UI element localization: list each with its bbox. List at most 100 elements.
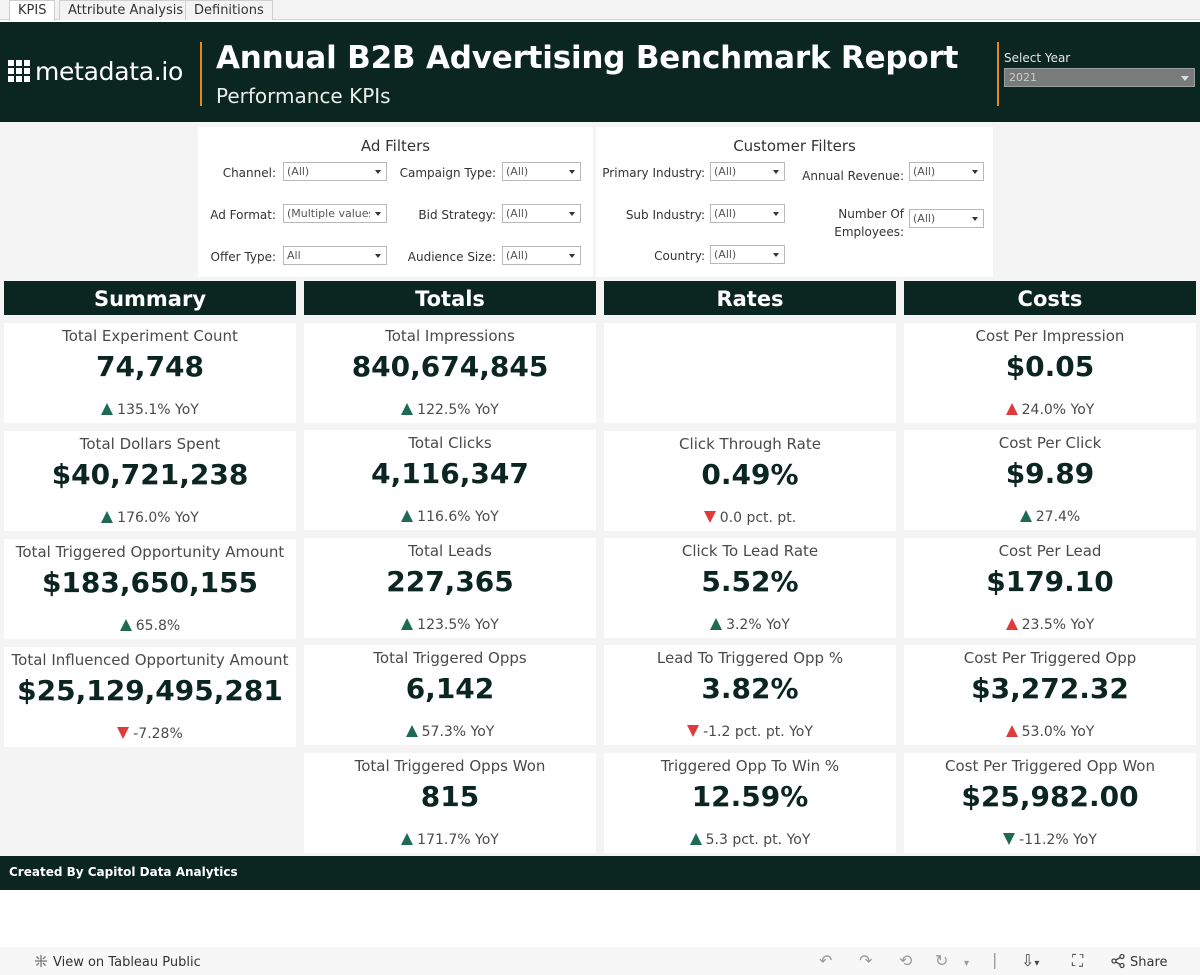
offer-type-filter[interactable]: All xyxy=(283,246,387,265)
kpi-card-cost-per-lead: Cost Per Lead $179.10 23.5% YoY xyxy=(904,538,1196,638)
kpi-delta-text: 65.8% xyxy=(135,618,181,634)
refresh-menu-chevron-icon[interactable]: ▾ xyxy=(964,958,970,969)
triangle-up-icon xyxy=(101,403,114,415)
share-icon xyxy=(1111,953,1125,969)
primary-industry-filter[interactable]: (All) xyxy=(710,162,785,181)
ad-format-filter[interactable]: (Multiple values) xyxy=(283,204,387,223)
view-on-tableau-public-link[interactable]: View on Tableau Public xyxy=(33,953,201,970)
kpi-value: 4,116,347 xyxy=(371,457,529,490)
kpi-label: Total Triggered Opps xyxy=(373,649,527,667)
summary-header: Summary xyxy=(4,281,296,315)
kpi-delta-text: 123.5% YoY xyxy=(417,617,499,633)
chevron-down-icon xyxy=(1181,76,1189,81)
kpi-delta: 116.6% YoY xyxy=(304,509,596,525)
triangle-up-icon xyxy=(1005,403,1018,415)
kpi-delta: 176.0% YoY xyxy=(4,510,296,526)
kpi-delta-text: 176.0% YoY xyxy=(117,510,199,526)
audience-size-filter[interactable]: (All) xyxy=(502,246,581,265)
triangle-up-icon xyxy=(119,619,132,631)
report-header: metadata.io Annual B2B Advertising Bench… xyxy=(0,22,1200,122)
tableau-icon xyxy=(35,955,47,967)
annual-revenue-filter[interactable]: (All) xyxy=(909,162,984,181)
chevron-down-icon xyxy=(375,170,381,174)
country-filter[interactable]: (All) xyxy=(710,245,785,264)
kpi-delta-text: -1.2 pct. pt. YoY xyxy=(703,724,813,740)
year-divider xyxy=(997,42,999,106)
chevron-down-icon xyxy=(972,170,978,174)
campaign-type-label: Campaign Type: xyxy=(399,166,496,180)
kpi-delta: 0.0 pct. pt. xyxy=(604,510,896,526)
bid-strategy-filter[interactable]: (All) xyxy=(502,204,581,223)
kpi-delta: -1.2 pct. pt. YoY xyxy=(604,724,896,740)
kpi-label: Click To Lead Rate xyxy=(681,542,819,560)
kpi-delta-text: 135.1% YoY xyxy=(117,402,199,418)
offer-type-label: Offer Type: xyxy=(210,250,276,264)
chevron-down-icon xyxy=(773,170,779,174)
kpi-value: 12.59% xyxy=(691,780,809,813)
kpi-card-empty xyxy=(604,323,896,423)
year-select-value: 2021 xyxy=(1009,71,1037,84)
rates-header: Rates xyxy=(604,281,896,315)
employees-filter[interactable]: (All) xyxy=(909,209,984,228)
country-label: Country: xyxy=(654,249,705,263)
chevron-down-icon xyxy=(375,254,381,258)
tab-kpis[interactable]: KPIS xyxy=(9,0,56,21)
sub-industry-filter-value: (All) xyxy=(714,207,737,220)
revert-icon[interactable]: ⟲ xyxy=(899,951,913,970)
kpi-delta: 23.5% YoY xyxy=(904,617,1196,633)
kpi-value: 815 xyxy=(420,780,480,813)
annual-revenue-filter-value: (All) xyxy=(913,165,936,178)
country-filter-value: (All) xyxy=(714,248,737,261)
kpi-delta: 171.7% YoY xyxy=(304,832,596,848)
kpi-delta-text: 122.5% YoY xyxy=(417,402,499,418)
tab-attribute-analysis[interactable]: Attribute Analysis xyxy=(59,0,193,20)
dashboard-body: Ad Filters Channel: (All) Campaign Type:… xyxy=(0,122,1200,856)
kpi-value: 3.82% xyxy=(701,672,799,705)
share-label: Share xyxy=(1130,955,1168,970)
triangle-down-icon xyxy=(687,725,700,737)
page-subtitle: Performance KPIs xyxy=(216,84,391,108)
share-button[interactable]: Share xyxy=(1110,953,1168,970)
chevron-down-icon xyxy=(569,254,575,258)
primary-industry-filter-value: (All) xyxy=(714,165,737,178)
triangle-up-icon xyxy=(401,618,414,630)
fullscreen-icon[interactable]: ⛶ xyxy=(1072,951,1084,970)
kpi-card-triggered-opps: Total Triggered Opps 6,142 57.3% YoY xyxy=(304,645,596,745)
campaign-type-filter[interactable]: (All) xyxy=(502,162,581,181)
kpi-delta: 27.4% xyxy=(904,509,1196,525)
kpi-value: 227,365 xyxy=(386,565,514,598)
customer-filters-panel: Customer Filters Primary Industry: (All)… xyxy=(596,127,993,277)
kpi-delta: -11.2% YoY xyxy=(904,832,1196,848)
tableau-toolbar: View on Tableau Public ↶ ↷ ⟲ ↻ ▾ | ⇩▾ ⛶ … xyxy=(0,947,1200,975)
kpi-card-leads: Total Leads 227,365 123.5% YoY xyxy=(304,538,596,638)
download-icon[interactable]: ⇩▾ xyxy=(1021,951,1040,970)
undo-icon[interactable]: ↶ xyxy=(819,951,833,970)
refresh-icon[interactable]: ↻ xyxy=(935,951,949,970)
year-select[interactable]: 2021 xyxy=(1004,68,1195,87)
channel-filter[interactable]: (All) xyxy=(283,162,387,181)
redo-icon[interactable]: ↷ xyxy=(859,951,873,970)
chevron-down-icon xyxy=(773,253,779,257)
triangle-up-icon xyxy=(710,618,723,630)
kpi-label: Cost Per Triggered Opp Won xyxy=(945,757,1155,775)
kpi-value: $179.10 xyxy=(986,565,1114,598)
kpi-delta: 53.0% YoY xyxy=(904,724,1196,740)
page-title: Annual B2B Advertising Benchmark Report xyxy=(216,40,959,76)
offer-type-filter-value: All xyxy=(287,249,301,262)
kpi-card-influenced-opp-amount: Total Influenced Opportunity Amount $25,… xyxy=(4,647,296,747)
tab-definitions[interactable]: Definitions xyxy=(185,0,273,20)
audience-size-filter-value: (All) xyxy=(506,249,529,262)
triangle-down-icon xyxy=(117,727,130,739)
sub-industry-filter[interactable]: (All) xyxy=(710,204,785,223)
bid-strategy-filter-value: (All) xyxy=(506,207,529,220)
triangle-up-icon xyxy=(689,833,702,845)
kpi-delta: 3.2% YoY xyxy=(604,617,896,633)
sheet-tabs: KPIS Attribute Analysis Definitions xyxy=(0,0,1200,21)
sub-industry-label: Sub Industry: xyxy=(625,208,705,222)
kpi-value: $3,272.32 xyxy=(971,672,1129,705)
triangle-down-icon xyxy=(703,511,716,523)
logo-text: metadata.io xyxy=(35,56,184,86)
kpi-delta-text: -7.28% xyxy=(133,726,183,742)
kpi-value: $40,721,238 xyxy=(51,458,249,491)
chevron-down-icon xyxy=(972,217,978,221)
